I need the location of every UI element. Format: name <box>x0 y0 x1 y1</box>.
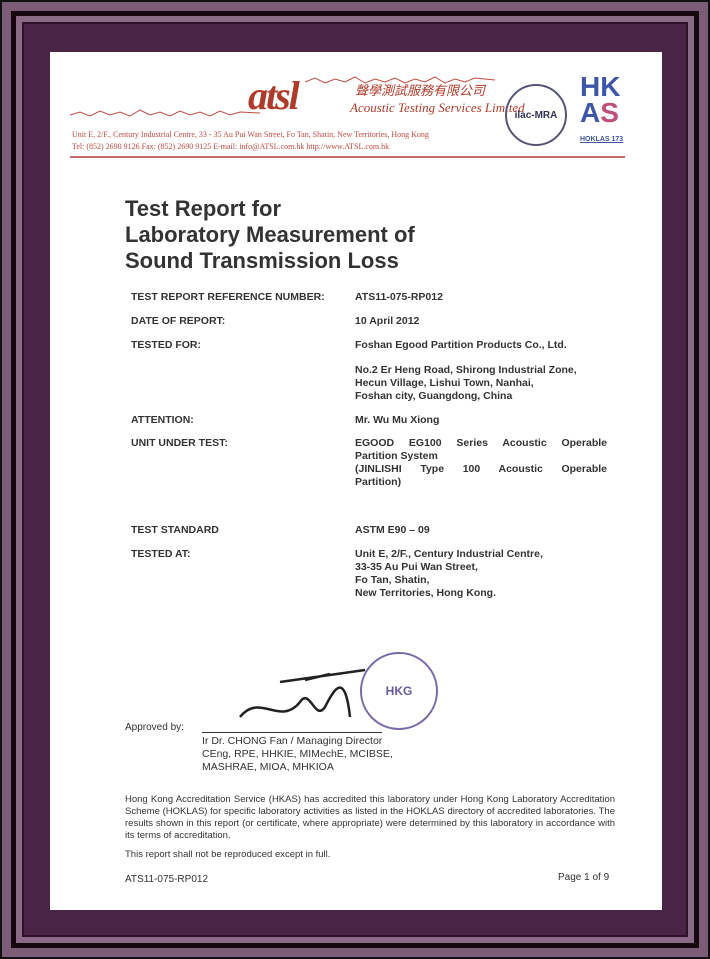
reproduction-notice: This report shall not be reproduced exce… <box>125 849 331 860</box>
signatory-line: MASHRAE, MIOA, MHKIOA <box>202 761 334 773</box>
unit-line: Partition System <box>355 450 438 462</box>
field-label: TEST REPORT REFERENCE NUMBER: <box>131 291 325 303</box>
field-label: TESTED AT: <box>131 548 191 560</box>
letterhead-address: Unit E, 2/F., Century Industrial Centre,… <box>72 130 429 139</box>
report-date: 10 April 2012 <box>355 315 420 327</box>
address-line: New Territories, Hong Kong. <box>355 587 496 599</box>
field-label: TEST STANDARD <box>131 524 219 536</box>
unit-line: EGOOD EG100 Series Acoustic Operable <box>355 437 607 449</box>
unit-line: (JINLISHI Type 100 Acoustic Operable <box>355 463 607 475</box>
field-label: DATE OF REPORT: <box>131 315 226 327</box>
title-line: Sound Transmission Loss <box>125 248 399 273</box>
unit-under-test: EGOOD EG100 Series Acoustic Operable Par… <box>355 437 607 489</box>
hkas-logo: HK AS <box>580 71 621 128</box>
letterhead-contact: Tel: (852) 2690 9126 Fax: (852) 2690 912… <box>72 142 390 151</box>
field-label: TESTED FOR: <box>131 339 201 351</box>
attention: Mr. Wu Mu Xiong <box>355 414 440 426</box>
client-address: No.2 Er Heng Road, Shirong Industrial Zo… <box>355 364 607 403</box>
page-number: Page 1 of 9 <box>558 872 610 883</box>
wave-decoration-icon <box>305 76 495 84</box>
signatory-line: CEng, RPE, HHKIE, MIMechE, MCIBSE, <box>202 748 393 760</box>
footer-reference: ATS11-075-RP012 <box>125 874 209 885</box>
reference-number: ATS11-075-RP012 <box>355 291 443 303</box>
accreditation-statement: Hong Kong Accreditation Service (HKAS) h… <box>125 794 615 841</box>
letterhead-divider <box>70 156 625 158</box>
tested-at: Unit E, 2/F., Century Industrial Centre,… <box>355 548 607 600</box>
tested-for: Foshan Egood Partition Products Co., Ltd… <box>355 339 567 351</box>
company-stamp: HKG <box>360 652 438 730</box>
atsl-logo: atsl <box>248 73 300 118</box>
field-label: ATTENTION: <box>131 414 194 426</box>
address-line: Unit E, 2/F., Century Industrial Centre, <box>355 548 543 560</box>
address-line: 33-35 Au Pui Wan Street, <box>355 561 478 573</box>
address-line: Fo Tan, Shatin, <box>355 574 430 586</box>
report-title: Test Report for Laboratory Measurement o… <box>125 196 415 274</box>
test-standard: ASTM E90 – 09 <box>355 524 430 536</box>
title-line: Laboratory Measurement of <box>125 222 415 247</box>
address-line: Foshan city, Guangdong, China <box>355 390 513 402</box>
signatory-line: Ir Dr. CHONG Fan / Managing Director <box>202 735 383 747</box>
ilac-logo-text: ilac-MRA <box>514 109 558 121</box>
approved-by-label: Approved by: <box>125 722 184 733</box>
signatory: Ir Dr. CHONG Fan / Managing Director CEn… <box>202 735 393 774</box>
ilac-mra-logo: ilac-MRA <box>505 84 567 146</box>
field-label: UNIT UNDER TEST: <box>131 437 228 449</box>
title-line: Test Report for <box>125 196 282 221</box>
signature <box>239 668 366 718</box>
hoklas-number: HOKLAS 173 <box>580 136 624 143</box>
stamp-logo-icon: HKG <box>385 684 413 698</box>
wave-decoration-icon <box>70 109 260 117</box>
address-line: No.2 Er Heng Road, Shirong Industrial Zo… <box>355 364 577 376</box>
report-page: atsl 聲學測試服務有限公司 Acoustic Testing Service… <box>50 52 662 910</box>
chinese-company-name: 聲學測試服務有限公司 <box>355 83 486 98</box>
unit-line: Partition) <box>355 476 402 488</box>
company-name: Acoustic Testing Services Limited <box>350 100 525 115</box>
signature-line <box>202 732 382 733</box>
address-line: Hecun Village, Lishui Town, Nanhai, <box>355 377 534 389</box>
